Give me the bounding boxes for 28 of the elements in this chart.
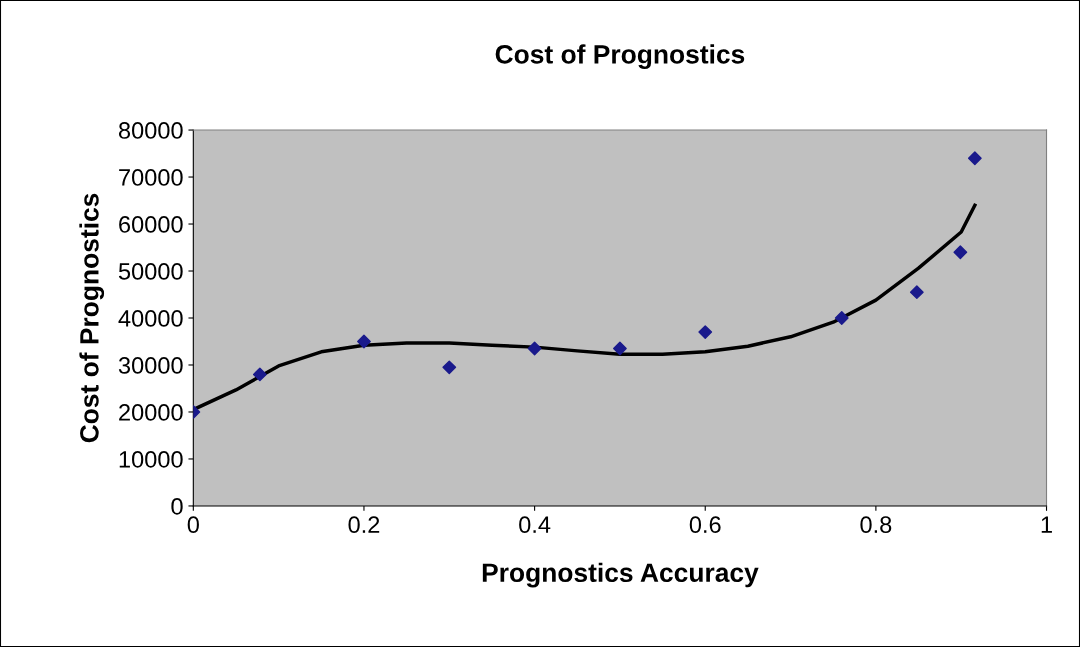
x-tick-label: 0.6 [689, 516, 721, 534]
y-tick-label: 20000 [119, 404, 183, 421]
point [527, 341, 542, 356]
y-tick-label: 70000 [119, 169, 183, 186]
y-axis-title: Cost of Prognostics [79, 193, 105, 443]
point [834, 311, 849, 325]
point [252, 367, 267, 382]
point [442, 360, 457, 375]
x-tick-label: 0.4 [519, 516, 551, 534]
point [613, 341, 627, 356]
point [909, 285, 924, 300]
y-tick-label: 80000 [118, 122, 183, 139]
y-tick-label: 40000 [118, 310, 183, 327]
y-tick-label: 30000 [118, 357, 183, 374]
point [357, 334, 371, 349]
y-tick-label: 60000 [119, 216, 183, 233]
x-tick-label: 0 [187, 516, 199, 534]
y-tick-label: 0 [171, 498, 183, 515]
x-tick-label: 0.8 [860, 516, 892, 534]
point [953, 245, 968, 260]
chart-title: Cost of Prognostics [495, 44, 745, 69]
point [967, 151, 982, 166]
x-tick-label: 1 [1041, 516, 1052, 533]
x-axis-title: Prognostics Accuracy [482, 562, 759, 588]
point [698, 325, 713, 340]
x-tick-label: 0.2 [348, 516, 380, 534]
y-tick-label: 50000 [118, 263, 183, 280]
y-tick-label: 10000 [119, 451, 183, 468]
